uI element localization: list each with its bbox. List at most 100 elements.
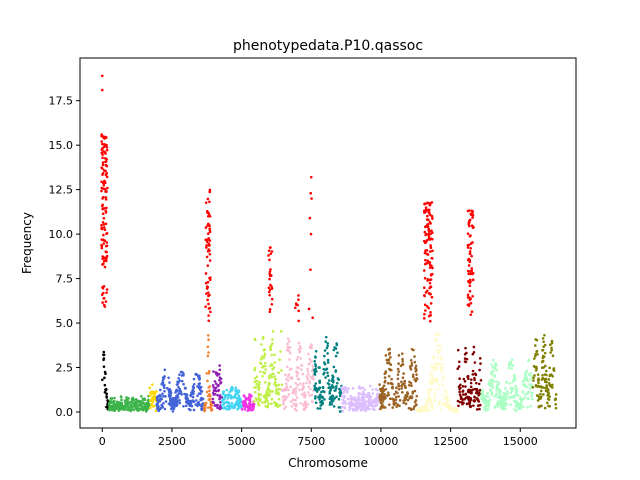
x-tick-label: 15000: [503, 435, 538, 448]
data-point: [102, 353, 106, 357]
data-point: [278, 358, 281, 361]
data-point: [164, 395, 167, 398]
data-point: [457, 404, 460, 408]
data-point: [507, 367, 511, 370]
data-point: [522, 383, 525, 387]
data-point: [313, 371, 316, 375]
data-point: [534, 352, 537, 356]
data-point: [514, 404, 518, 408]
signal-point: [269, 268, 272, 271]
data-point: [511, 387, 515, 391]
data-point: [182, 382, 185, 386]
data-point: [270, 353, 274, 357]
data-point: [360, 404, 364, 408]
signal-point: [267, 286, 271, 290]
data-point: [507, 363, 511, 367]
signal-point: [429, 232, 432, 236]
signal-point: [431, 266, 434, 270]
data-point: [276, 404, 280, 408]
data-point: [397, 384, 400, 388]
data-point: [229, 394, 233, 397]
data-point: [261, 374, 264, 378]
signal-point: [428, 213, 432, 216]
signal-point: [207, 222, 210, 226]
data-point: [183, 387, 187, 390]
data-point: [458, 393, 462, 396]
data-point: [474, 372, 477, 376]
data-point: [306, 391, 310, 394]
data-point: [541, 337, 545, 340]
data-point: [208, 392, 211, 396]
data-point: [257, 392, 260, 396]
data-point: [206, 379, 209, 383]
data-point: [340, 394, 344, 398]
data-point: [248, 404, 252, 407]
data-point: [471, 388, 475, 391]
data-point: [347, 408, 351, 412]
data-point: [464, 346, 467, 350]
data-point: [393, 392, 396, 396]
signal-point: [467, 280, 470, 283]
data-point: [525, 378, 529, 382]
data-point: [261, 335, 265, 339]
signal-point: [101, 153, 104, 156]
data-point: [269, 344, 273, 347]
data-point: [330, 399, 334, 402]
data-point: [550, 348, 554, 352]
data-point: [406, 391, 409, 394]
signal-point: [205, 246, 208, 249]
data-point: [367, 395, 371, 399]
signal-point: [206, 298, 209, 302]
data-point: [410, 395, 414, 398]
data-point: [389, 382, 392, 385]
data-point: [218, 376, 222, 379]
data-point: [484, 399, 488, 403]
signal-point: [268, 290, 271, 294]
data-point: [442, 393, 445, 397]
data-point: [459, 395, 463, 398]
data-point: [155, 390, 158, 393]
data-point: [326, 352, 329, 355]
data-point: [148, 386, 152, 390]
data-point: [321, 385, 325, 389]
data-point: [117, 409, 120, 412]
data-point: [478, 407, 481, 411]
data-point: [270, 397, 274, 401]
data-point: [192, 377, 196, 381]
data-point: [225, 388, 229, 392]
data-point: [228, 407, 231, 410]
data-point: [270, 375, 274, 379]
data-point: [282, 402, 285, 406]
data-point: [498, 395, 502, 399]
data-point: [286, 365, 289, 369]
data-point: [505, 392, 508, 395]
data-point: [384, 370, 388, 373]
data-point: [238, 399, 241, 403]
data-point: [319, 393, 322, 397]
data-point: [483, 396, 486, 399]
data-point: [472, 399, 475, 402]
signal-point: [425, 224, 428, 228]
data-point: [213, 392, 217, 396]
signal-point: [207, 307, 211, 310]
data-point: [478, 388, 482, 392]
plot-frame: [79, 57, 577, 429]
data-point: [118, 402, 121, 406]
signal-point: [100, 227, 103, 230]
data-point: [323, 362, 327, 366]
data-point: [200, 407, 203, 410]
data-point: [338, 387, 341, 391]
data-point: [113, 396, 116, 400]
data-point: [479, 379, 483, 382]
data-point: [310, 393, 314, 397]
data-point: [306, 352, 310, 356]
data-point: [420, 409, 423, 413]
data-point: [524, 370, 528, 374]
data-point: [221, 406, 225, 410]
data-point: [263, 354, 267, 357]
data-point: [150, 397, 154, 400]
data-point: [428, 380, 432, 383]
data-point: [527, 390, 530, 394]
data-point: [371, 388, 374, 391]
data-point: [474, 381, 478, 385]
